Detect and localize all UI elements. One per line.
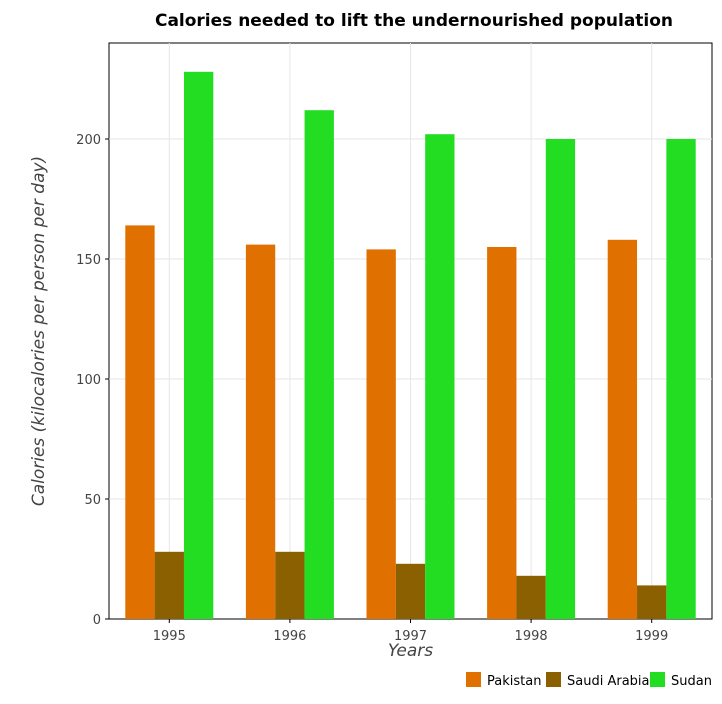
bar-sudan-1999 (666, 139, 696, 619)
legend-swatch (466, 672, 481, 687)
y-tick-label: 200 (76, 133, 101, 148)
bar-saudi-arabia-1997 (395, 563, 426, 619)
bars (125, 71, 696, 620)
legend-label: Sudan (671, 674, 712, 689)
x-tick-label: 1996 (273, 629, 306, 644)
y-tick-label: 0 (93, 613, 101, 628)
legend-label: Pakistan (487, 674, 541, 689)
y-tick-label: 50 (84, 493, 101, 508)
bar-saudi-arabia-1998 (516, 575, 546, 619)
chart-title: Calories needed to lift the undernourish… (155, 11, 673, 31)
x-tick-label: 1998 (515, 629, 548, 644)
y-tick-label: 150 (76, 253, 101, 268)
y-tick-label: 100 (76, 373, 101, 388)
bar-pakistan-1998 (487, 247, 517, 619)
bar-saudi-arabia-1996 (275, 551, 305, 619)
bar-pakistan-1999 (607, 239, 638, 620)
x-tick-label: 1999 (635, 629, 668, 644)
bar-pakistan-1996 (245, 244, 276, 619)
bar-pakistan-1997 (366, 249, 396, 619)
y-axis-label: Calories (kilocalories per person per da… (29, 156, 49, 506)
tick-labels: 0 50 100 150 200 1995 1996 1997 1998 1999 (76, 133, 668, 644)
legend-swatch (546, 672, 561, 687)
bar-sudan-1997 (425, 134, 455, 619)
x-axis-label: Years (388, 641, 433, 661)
legend-label: Saudi Arabia (567, 674, 650, 689)
bar-sudan-1996 (304, 110, 334, 619)
legend-swatch (650, 672, 665, 687)
legend: Pakistan Saudi Arabia Sudan (466, 672, 712, 689)
bar-saudi-arabia-1995 (154, 551, 184, 619)
x-tick-label: 1997 (394, 629, 427, 644)
bar-sudan-1995 (183, 71, 214, 620)
bar-pakistan-1995 (125, 225, 155, 619)
bar-saudi-arabia-1999 (637, 585, 667, 619)
bar-sudan-1998 (545, 139, 576, 619)
x-tick-label: 1995 (153, 629, 186, 644)
